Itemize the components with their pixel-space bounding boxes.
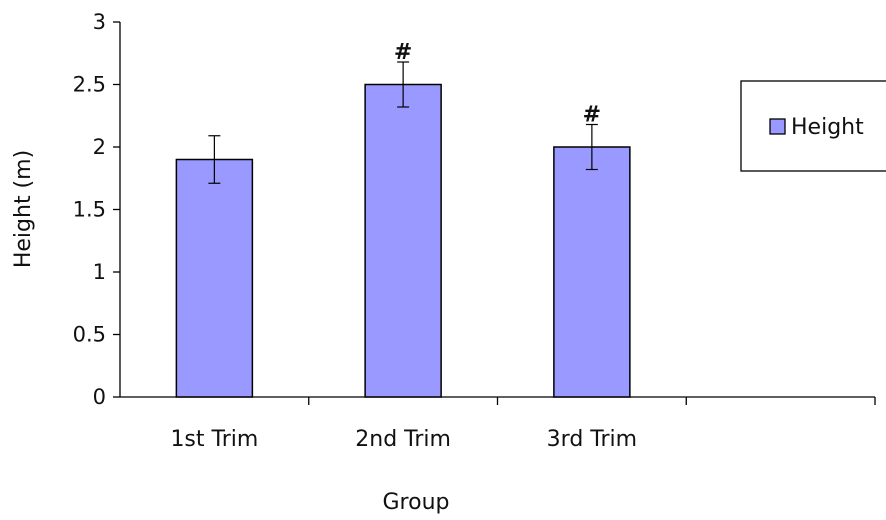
legend: Height [740, 80, 886, 172]
bar-2 [364, 83, 442, 398]
significance-marker: # [394, 40, 412, 65]
bar-3 [553, 146, 631, 398]
x-axis-title: Group [383, 490, 450, 515]
legend-swatch [769, 118, 786, 135]
y-axis-title: Height (m) [11, 150, 36, 268]
bar-1 [175, 158, 254, 398]
y-tick-label: 1.5 [73, 198, 106, 222]
y-tick-label: 2 [93, 135, 106, 159]
category-label: 2nd Trim [355, 427, 451, 452]
category-label: 1st Trim [170, 427, 258, 452]
legend-label: Height [791, 115, 864, 140]
category-label: 3rd Trim [547, 427, 637, 452]
y-tick-label: 2.5 [73, 73, 106, 97]
y-tick-label: 0 [93, 385, 106, 409]
plot-area: 0 0.5 1 1.5 2 2.5 3 1st Trim 2nd Trim #3rd Trim # [73, 10, 876, 452]
y-tick-label: 1 [93, 260, 106, 284]
significance-marker: # [583, 103, 601, 128]
legend-box [740, 80, 886, 172]
y-tick-label: 0.5 [73, 323, 106, 347]
y-tick-label: 3 [93, 10, 106, 34]
